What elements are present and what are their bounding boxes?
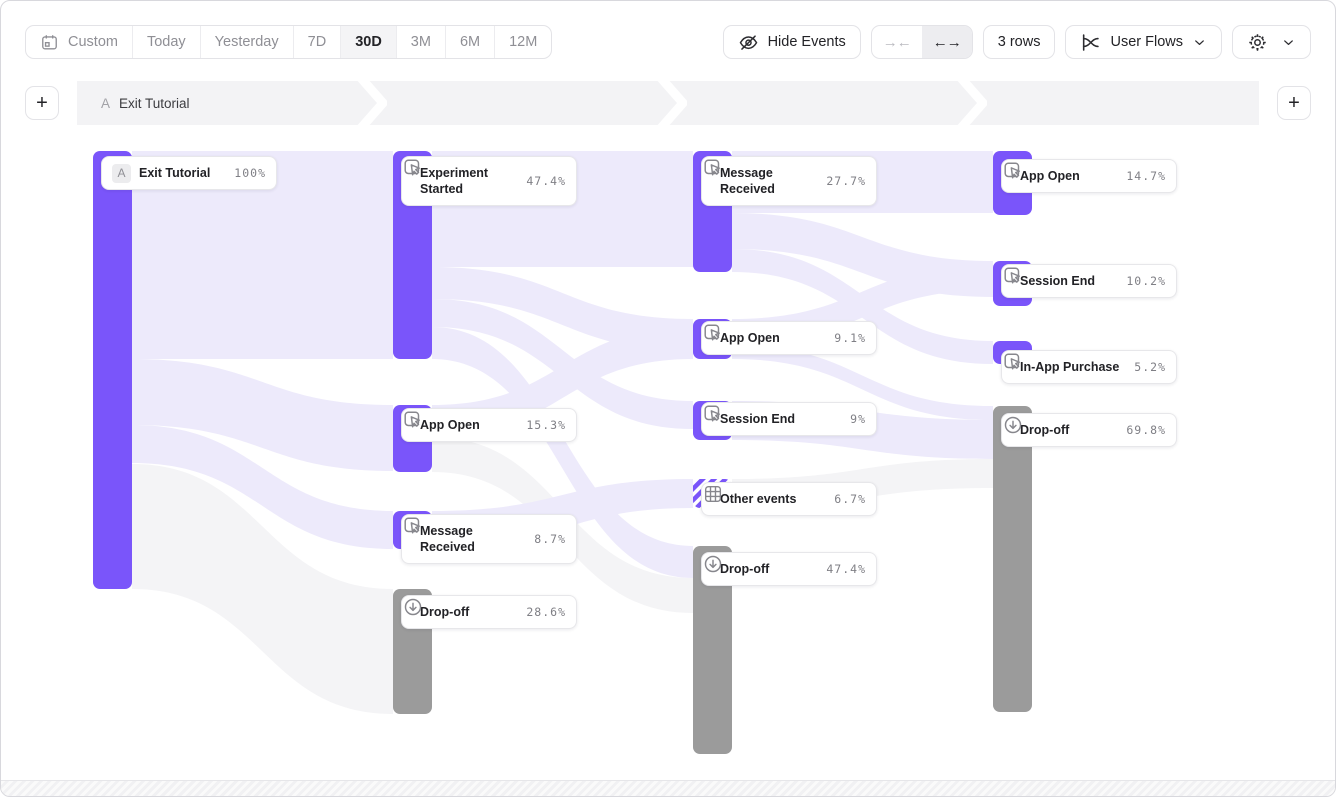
date-range-30d[interactable]: 30D: [341, 26, 397, 58]
node-label: App Open: [720, 331, 780, 345]
node-label: Other events: [720, 492, 797, 506]
node-percentage: 15.3%: [526, 418, 566, 432]
node-label: Message Received: [420, 524, 475, 554]
flow-node-bar[interactable]: [693, 546, 732, 754]
node-percentage: 100%: [234, 166, 266, 180]
flow-node-card[interactable]: Drop-off 69.8%: [1001, 413, 1177, 447]
view-selector-label: User Flows: [1110, 34, 1183, 50]
flow-node-card[interactable]: Message Received 27.7%: [701, 156, 877, 206]
flow-link: [132, 464, 393, 714]
hide-events-button[interactable]: Hide Events: [722, 25, 861, 59]
expand-arrows-icon: ←→: [932, 33, 962, 51]
flow-node-card[interactable]: Message Received 8.7%: [401, 514, 577, 564]
date-range-custom[interactable]: Custom: [26, 26, 133, 58]
date-range-picker: Custom Today Yesterday 7D 30D 3M 6M 12M: [25, 25, 553, 59]
expand-columns-button[interactable]: ←→: [921, 26, 972, 58]
date-range-3m[interactable]: 3M: [397, 26, 446, 58]
flow-node-card[interactable]: Experiment Started 47.4%: [401, 156, 577, 206]
flow-node-bar[interactable]: [993, 406, 1032, 712]
letter-badge: A: [112, 163, 131, 183]
flow-node-card[interactable]: Drop-off 28.6%: [401, 595, 577, 629]
flow-node-card[interactable]: App Open 15.3%: [401, 408, 577, 442]
date-range-12m[interactable]: 12M: [509, 34, 538, 50]
flow-node-bar[interactable]: [93, 151, 132, 589]
hide-events-label: Hide Events: [767, 34, 846, 50]
node-label: In-App Purchase: [1020, 360, 1120, 374]
flow-node-card[interactable]: Session End 10.2%: [1001, 264, 1177, 298]
flow-link: [132, 425, 393, 549]
step-chevron-icon: [657, 81, 687, 125]
view-selector-dropdown[interactable]: User Flows: [1065, 25, 1222, 59]
flow-link: [432, 327, 693, 578]
add-step-left-button[interactable]: +: [25, 86, 59, 120]
node-percentage: 14.7%: [1126, 169, 1166, 183]
rows-label: 3 rows: [997, 34, 1041, 50]
start-event-label[interactable]: A Exit Tutorial: [101, 81, 190, 125]
node-percentage: 6.7%: [834, 492, 866, 506]
flow-link: [132, 359, 393, 471]
node-label: Session End: [1020, 274, 1096, 288]
flow-link: [432, 299, 693, 429]
step-chevron-icon: [357, 81, 387, 125]
node-percentage: 47.4%: [526, 174, 566, 188]
node-percentage: 5.2%: [1134, 360, 1166, 374]
node-percentage: 27.7%: [826, 174, 866, 188]
flow-node-card[interactable]: Session End 9%: [701, 402, 877, 436]
add-step-right-button[interactable]: +: [1277, 86, 1311, 120]
flow-link: [732, 345, 993, 420]
date-range-yesterday[interactable]: Yesterday: [201, 26, 294, 58]
node-percentage: 10.2%: [1126, 274, 1166, 288]
collapse-arrows-icon: →←: [882, 33, 912, 51]
settings-dropdown[interactable]: [1232, 25, 1311, 59]
date-range-6m[interactable]: 6M: [446, 26, 496, 58]
flow-node-card[interactable]: Drop-off 47.4%: [701, 552, 877, 586]
node-label: Session End: [720, 412, 796, 426]
calendar-icon: [40, 33, 59, 52]
footer-texture-strip: [1, 780, 1335, 796]
flows-chart-icon: [1080, 32, 1101, 53]
event-letter-badge: A: [101, 95, 111, 111]
node-label: Drop-off: [720, 562, 770, 576]
flow-node-card[interactable]: A Exit Tutorial 100%: [101, 156, 277, 190]
collapse-columns-button[interactable]: →←: [872, 26, 922, 58]
node-percentage: 9.1%: [834, 331, 866, 345]
node-label: App Open: [1020, 169, 1080, 183]
chevron-down-icon: [1281, 35, 1296, 50]
collapse-expand-toggle: →← ←→: [870, 25, 973, 59]
node-label: Drop-off: [1020, 423, 1070, 437]
eye-off-icon: [738, 32, 759, 53]
flow-node-card[interactable]: App Open 9.1%: [701, 321, 877, 355]
node-percentage: 9%: [850, 412, 866, 426]
node-label: Exit Tutorial: [139, 166, 211, 180]
rows-button[interactable]: 3 rows: [982, 25, 1056, 59]
node-label: App Open: [420, 418, 480, 432]
chevron-down-icon: [1192, 35, 1207, 50]
flow-node-card[interactable]: App Open 14.7%: [1001, 159, 1177, 193]
date-range-today[interactable]: Today: [133, 26, 201, 58]
flow-node-card[interactable]: Other events 6.7%: [701, 482, 877, 516]
flow-link: [432, 267, 693, 351]
node-percentage: 28.6%: [526, 605, 566, 619]
step-chevron-icon: [957, 81, 987, 125]
node-percentage: 47.4%: [826, 562, 866, 576]
node-label: Drop-off: [420, 605, 470, 619]
node-percentage: 8.7%: [534, 532, 566, 546]
gear-icon: [1247, 32, 1268, 53]
node-label: Message Received: [720, 166, 775, 196]
date-range-label: Custom: [68, 34, 118, 50]
node-percentage: 69.8%: [1126, 423, 1166, 437]
flow-link: [132, 151, 393, 359]
flow-header-row: + A Exit Tutorial +: [1, 81, 1335, 125]
date-range-7d[interactable]: 7D: [294, 26, 342, 58]
start-event-title: Exit Tutorial: [119, 95, 190, 111]
flow-step-band: A Exit Tutorial: [77, 81, 1259, 125]
toolbar-right: Hide Events →← ←→ 3 rows User Flows: [722, 25, 1311, 59]
toolbar: Custom Today Yesterday 7D 30D 3M 6M 12M …: [25, 25, 1311, 59]
flow-node-card[interactable]: In-App Purchase 5.2%: [1001, 350, 1177, 384]
node-label: Experiment Started: [420, 166, 489, 196]
